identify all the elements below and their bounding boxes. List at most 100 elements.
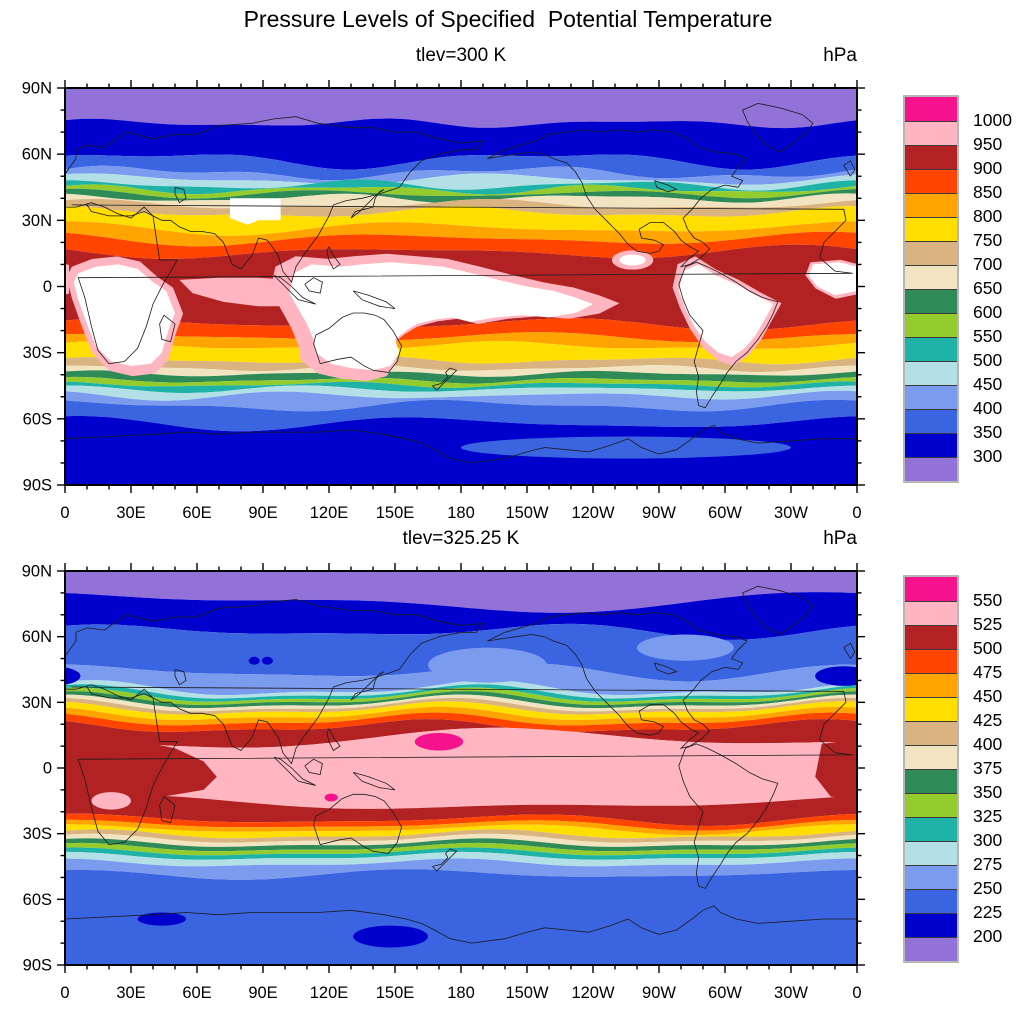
contour-band — [65, 356, 857, 373]
contour-band — [65, 842, 857, 856]
coastline-layer — [0, 585, 877, 944]
colorbar-label: 400 — [973, 734, 1003, 754]
contour-patch — [808, 262, 857, 296]
lon-tick-label: 150W — [505, 504, 549, 522]
colorbar-swatch — [905, 889, 957, 913]
contour-band — [65, 231, 857, 259]
panel1-map: 0 30E 60E 90E 120E 150E 180 150W 120W 90W 60W 30W 09… — [22, 80, 877, 522]
colorbar-swatch — [905, 673, 957, 697]
colorbar-swatch — [905, 169, 957, 193]
lon-tick-label: 90W — [642, 504, 676, 522]
colorbar-label: 425 — [973, 710, 1003, 730]
coastline — [352, 290, 396, 309]
colorbar-label: 325 — [973, 806, 1003, 826]
contour-band — [65, 680, 857, 699]
contour-patch — [261, 656, 273, 665]
panel2-colorbar: 550 525 500 475 450 425 400 375 350 325 300 275 250 2… — [903, 575, 1015, 963]
panel1-colorbar: 1000 950 900 850 800 750 700 650 600 550 500 450 400… — [903, 95, 1015, 483]
coastline — [174, 186, 187, 204]
coastline — [65, 424, 857, 464]
contour-band — [65, 833, 857, 847]
coastline — [856, 173, 857, 208]
contour-patch — [137, 912, 186, 926]
colorbar-swatch — [905, 913, 957, 937]
colorbar-swatch — [905, 385, 957, 409]
contour-fill-layer — [65, 571, 857, 965]
contour-band — [65, 184, 857, 199]
contour-patch — [461, 436, 791, 459]
contour-band — [65, 829, 857, 843]
colorbar-swatch — [905, 865, 957, 889]
lon-tick-label: 180 — [447, 504, 475, 522]
contour-band — [65, 727, 857, 809]
lat-tick-label: 30N — [22, 694, 52, 712]
lon-tick-label: 0 — [60, 504, 69, 522]
coastline — [273, 275, 316, 305]
contour-band — [65, 869, 857, 965]
coastline — [65, 599, 484, 765]
coastline — [864, 687, 877, 845]
contour-band — [65, 858, 857, 880]
contour-patch — [815, 666, 857, 686]
lat-tick-label: 30S — [23, 825, 52, 843]
coastline-layer — [52, 103, 857, 464]
colorbar-label: 750 — [973, 230, 1003, 250]
colorbar-label: 225 — [973, 902, 1003, 922]
coastline — [843, 642, 856, 659]
lon-tick-label: 90E — [248, 984, 277, 1002]
colorbar-label: 550 — [973, 590, 1003, 610]
contour-band — [65, 416, 857, 485]
colorbar-label: 600 — [973, 302, 1003, 322]
lon-tick-label: 30W — [774, 984, 808, 1002]
contour-band — [65, 847, 857, 860]
lat-tick-label: 90N — [22, 80, 52, 98]
axes-layer — [57, 563, 865, 973]
coastline — [159, 796, 176, 824]
axes-layer — [57, 80, 865, 493]
colorbar-swatch — [905, 121, 957, 145]
colorbar-swatch — [905, 745, 957, 769]
colorbar-label: 500 — [973, 350, 1003, 370]
contour-band — [65, 838, 857, 852]
colorbar-swatch — [905, 289, 957, 313]
contour-band — [65, 165, 857, 185]
coastline — [352, 772, 396, 791]
coastline — [432, 848, 458, 872]
colorbar-swatch — [905, 721, 957, 745]
coastline — [304, 277, 323, 294]
colorbar-label: 550 — [973, 326, 1003, 346]
contour-band — [65, 364, 857, 377]
panel2-units-label: hPa — [823, 528, 857, 549]
contour-patch — [353, 925, 428, 948]
colorbar-label: 450 — [973, 686, 1003, 706]
contour-band — [65, 118, 857, 170]
colorbar-swatch — [905, 697, 957, 721]
coastline — [0, 586, 21, 634]
contour-patch — [230, 198, 281, 225]
coastline — [432, 367, 458, 391]
panel2-map: 0 30E 60E 90E 120E 150E 180 150W 120W 90W 60W 30W 09… — [0, 563, 877, 1003]
coastline — [678, 261, 779, 409]
lat-tick-label: 30N — [22, 212, 52, 230]
lon-tick-label: 120W — [571, 984, 615, 1002]
contour-patch — [637, 634, 734, 661]
colorbar-swatch — [905, 409, 957, 433]
colorbar-swatch — [905, 625, 957, 649]
coastline — [350, 189, 385, 219]
contour-band — [65, 206, 857, 236]
colorbar-swatch — [905, 313, 957, 337]
lon-tick-label: 90E — [248, 504, 277, 522]
coastline — [159, 314, 176, 343]
contour-patch — [866, 264, 877, 366]
contour-band — [65, 851, 857, 867]
colorbar-label: 200 — [973, 926, 1003, 946]
coastline — [52, 161, 63, 176]
colorbar-swatches — [903, 95, 959, 483]
lat-tick-label: 90S — [23, 477, 52, 495]
contour-band — [65, 571, 857, 613]
tick-labels: 0 30E 60E 90E 120E 150E 180 150W 120W 90W 60W 30W 09… — [22, 563, 862, 1003]
colorbar-swatch — [905, 841, 957, 865]
contour-band — [65, 684, 857, 702]
contour-band — [65, 719, 857, 748]
